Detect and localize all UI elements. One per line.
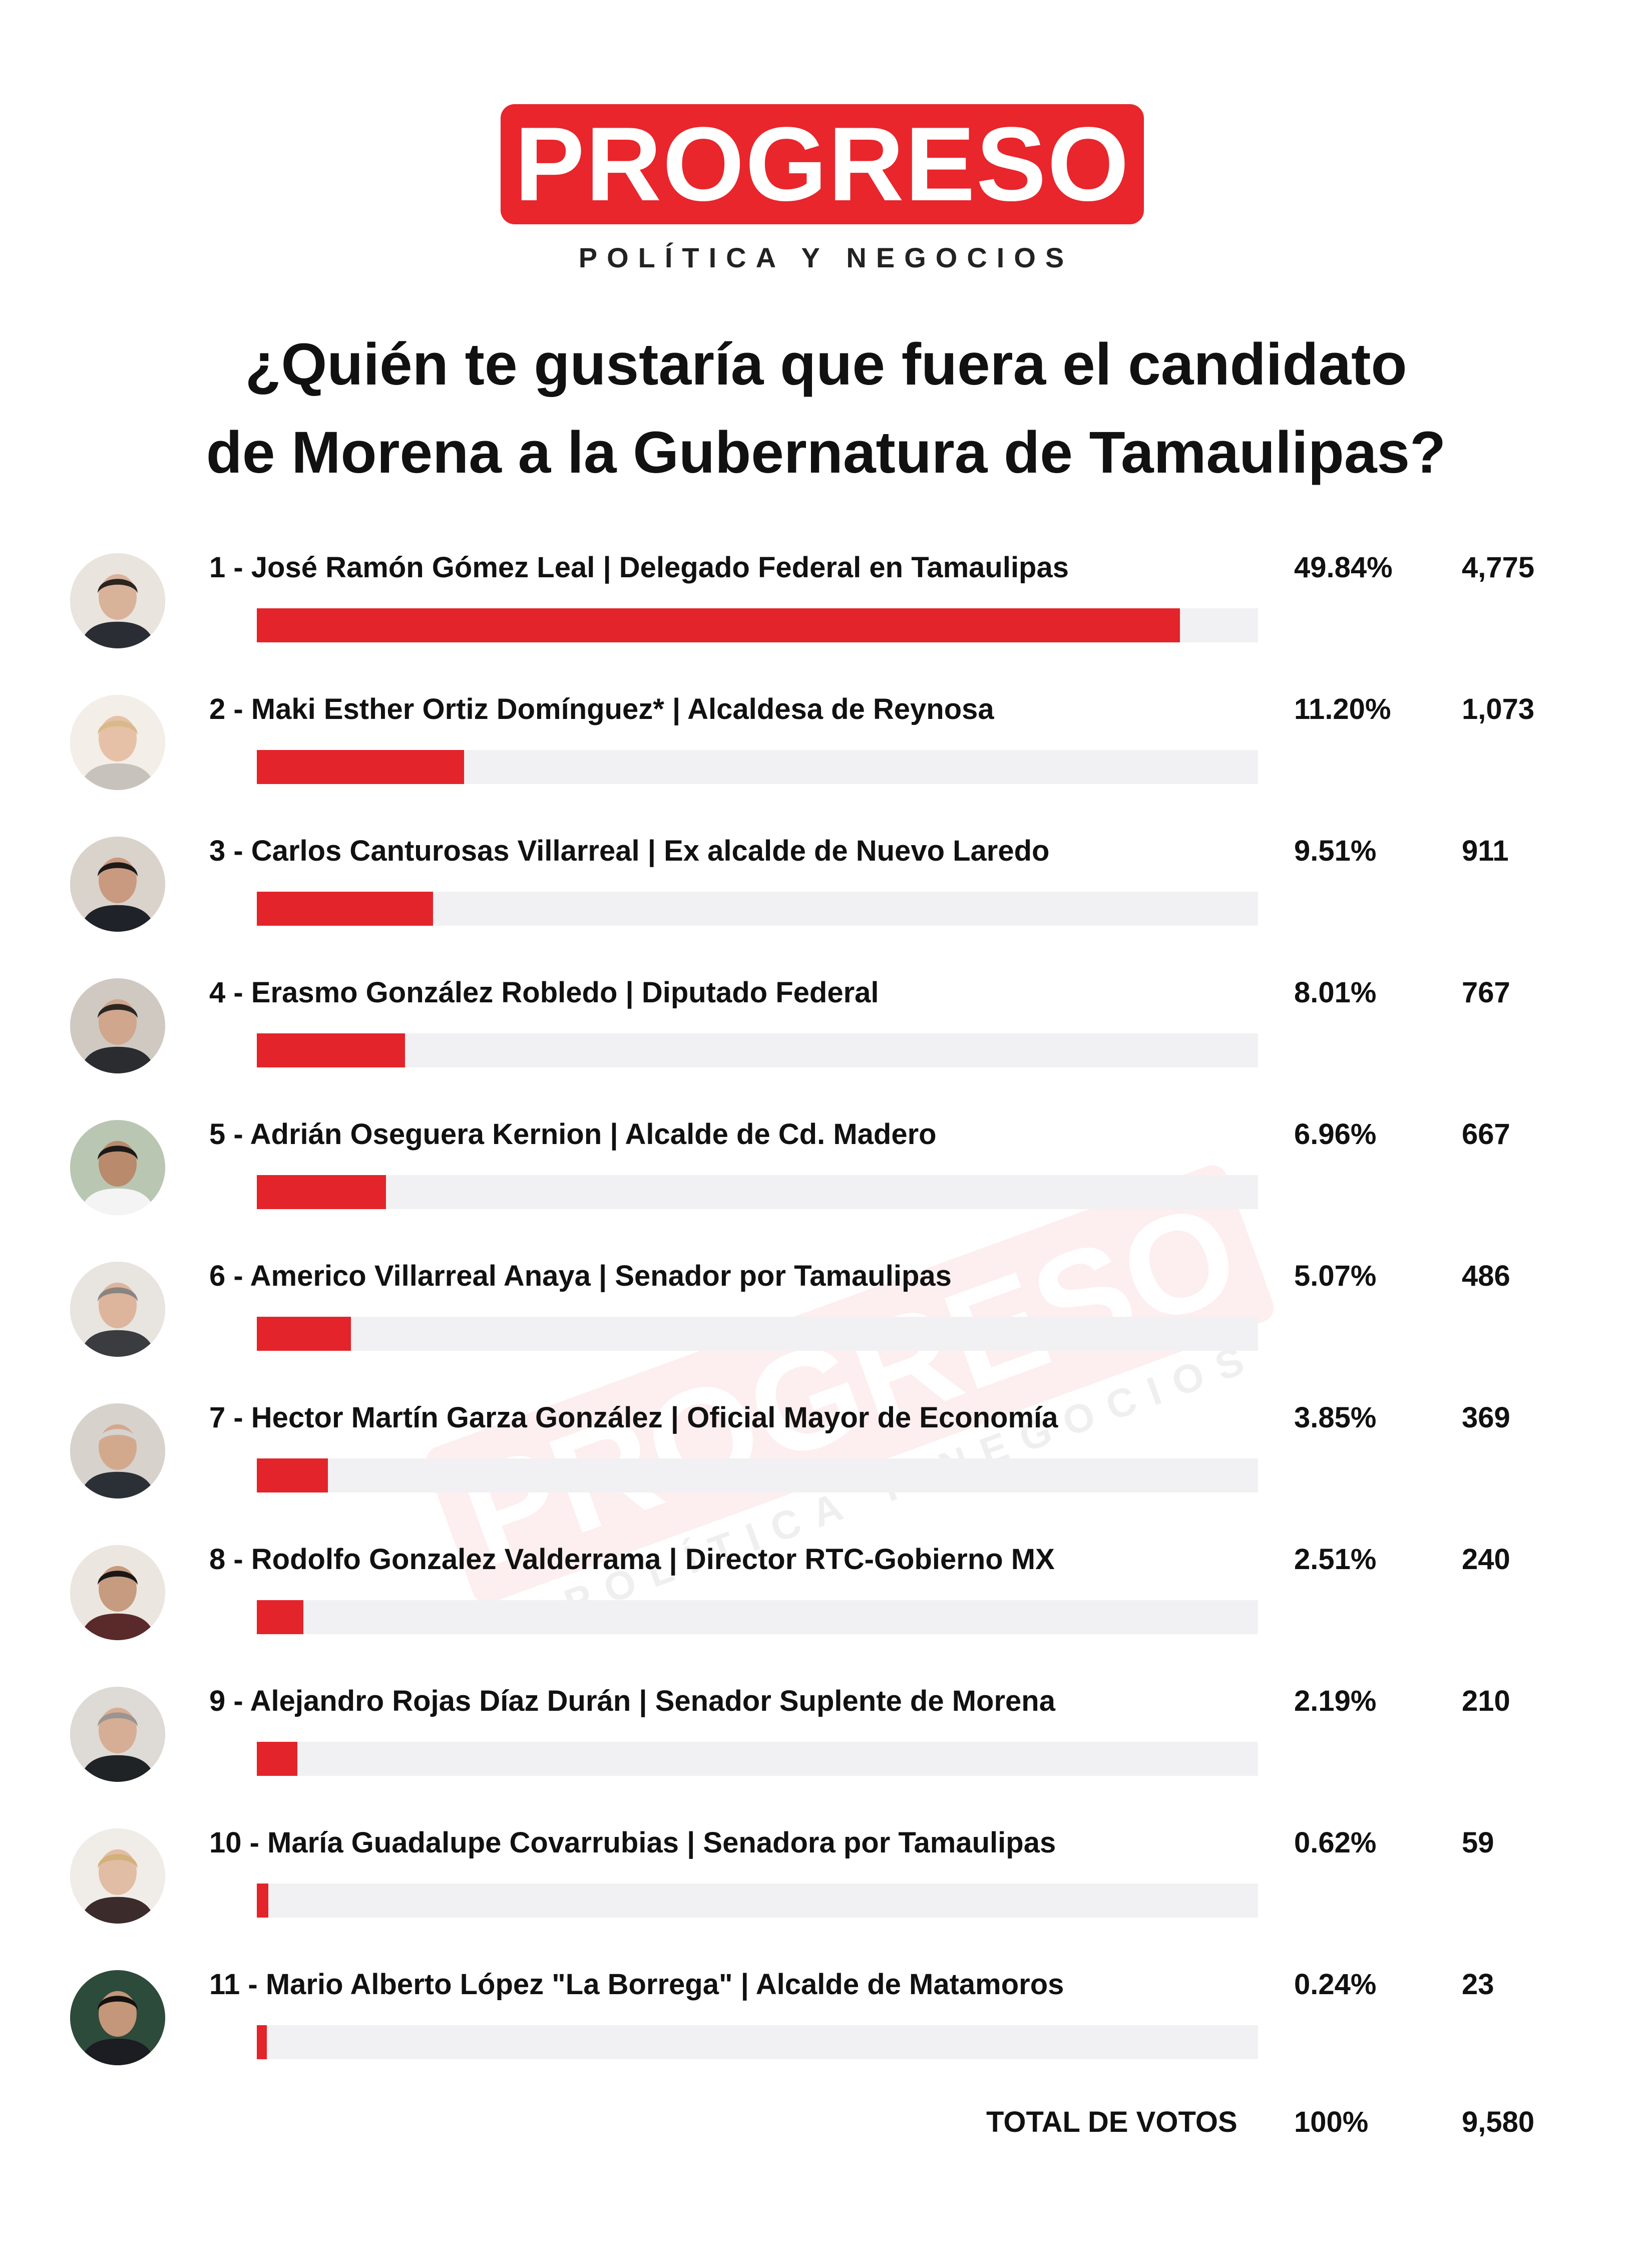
votes-label: 23 [1462, 1968, 1494, 2001]
candidate-label: 8 - Rodolfo Gonzalez Valderrama | Direct… [209, 1543, 1055, 1576]
total-label: TOTAL DE VOTOS [986, 2106, 1237, 2138]
votes-label: 486 [1462, 1260, 1510, 1292]
votes-label: 911 [1462, 835, 1509, 867]
candidate-label: 11 - Mario Alberto López "La Borrega" | … [209, 1968, 1064, 2001]
result-row: 9 - Alejandro Rojas Díaz Durán | Senador… [0, 1672, 1652, 1814]
votes-label: 210 [1462, 1685, 1510, 1717]
bar-fill [257, 1458, 328, 1492]
chart-title-line-2: de Morena a la Gubernatura de Tamaulipas… [206, 420, 1446, 486]
candidate-avatar [70, 1970, 165, 2065]
votes-label: 59 [1462, 1826, 1494, 1859]
candidate-label: 3 - Carlos Canturosas Villarreal | Ex al… [209, 835, 1050, 867]
bar-fill [257, 1033, 405, 1067]
bar-track [257, 2025, 1258, 2059]
bar-track [257, 1600, 1258, 1634]
votes-label: 369 [1462, 1401, 1510, 1434]
chart-title-line-1: ¿Quién te gustaría que fuera el candidat… [245, 331, 1407, 398]
votes-label: 240 [1462, 1543, 1510, 1576]
percent-label: 5.07% [1294, 1260, 1377, 1292]
candidate-avatar [70, 695, 165, 790]
candidate-label: 4 - Erasmo González Robledo | Diputado F… [209, 976, 879, 1009]
candidate-avatar [70, 1262, 165, 1357]
bar-track [257, 892, 1258, 926]
candidate-avatar [70, 1120, 165, 1215]
total-percent: 100% [1294, 2106, 1369, 2138]
candidate-avatar [70, 1545, 165, 1640]
percent-label: 3.85% [1294, 1401, 1377, 1434]
bar-fill [257, 1317, 351, 1351]
bar-fill [257, 892, 433, 926]
total-votes: 9,580 [1462, 2106, 1535, 2138]
candidate-label: 2 - Maki Esther Ortiz Domínguez* | Alcal… [209, 693, 994, 725]
votes-label: 767 [1462, 976, 1510, 1009]
candidate-avatar [70, 1403, 165, 1498]
candidate-label: 1 - José Ramón Gómez Leal | Delegado Fed… [209, 551, 1069, 584]
percent-label: 9.51% [1294, 835, 1377, 867]
percent-label: 11.20% [1294, 693, 1391, 725]
bar-track [257, 1175, 1258, 1209]
votes-label: 667 [1462, 1118, 1510, 1151]
bar-track [257, 1742, 1258, 1776]
result-row: 8 - Rodolfo Gonzalez Valderrama | Direct… [0, 1530, 1652, 1673]
result-row: 3 - Carlos Canturosas Villarreal | Ex al… [0, 822, 1652, 964]
candidate-label: 7 - Hector Martín Garza González | Ofici… [209, 1401, 1058, 1434]
votes-label: 1,073 [1462, 693, 1535, 725]
candidate-label: 5 - Adrián Oseguera Kernion | Alcalde de… [209, 1118, 937, 1151]
result-row: 6 - Americo Villarreal Anaya | Senador p… [0, 1247, 1652, 1389]
brand-logo: PROGRESO [501, 104, 1144, 224]
percent-label: 0.24% [1294, 1968, 1377, 2001]
percent-label: 2.51% [1294, 1543, 1377, 1576]
bar-fill [257, 750, 465, 784]
bar-track [257, 1884, 1258, 1918]
chart-title: ¿Quién te gustaría que fuera el candidat… [0, 320, 1652, 497]
result-row: 7 - Hector Martín Garza González | Ofici… [0, 1388, 1652, 1531]
votes-label: 4,775 [1462, 551, 1535, 584]
percent-label: 6.96% [1294, 1118, 1377, 1151]
result-row: 5 - Adrián Oseguera Kernion | Alcalde de… [0, 1105, 1652, 1248]
bar-fill [257, 1600, 303, 1634]
bar-track [257, 1033, 1258, 1067]
brand-tagline: POLÍTICA Y NEGOCIOS [578, 242, 1074, 273]
bar-track [257, 1458, 1258, 1492]
result-row: 4 - Erasmo González Robledo | Diputado F… [0, 963, 1652, 1106]
percent-label: 8.01% [1294, 976, 1377, 1009]
result-row: 10 - María Guadalupe Covarrubias | Senad… [0, 1813, 1652, 1956]
candidate-label: 6 - Americo Villarreal Anaya | Senador p… [209, 1260, 952, 1292]
bar-fill [257, 1884, 268, 1918]
brand-logo-text: PROGRESO [514, 105, 1130, 223]
result-row: 1 - José Ramón Gómez Leal | Delegado Fed… [0, 538, 1652, 681]
candidate-avatar [70, 1828, 165, 1924]
result-row: 11 - Mario Alberto López "La Borrega" | … [0, 1955, 1652, 2098]
bar-fill [257, 1742, 298, 1776]
candidate-avatar [70, 553, 165, 648]
candidate-label: 10 - María Guadalupe Covarrubias | Senad… [209, 1826, 1056, 1859]
bar-track [257, 750, 1258, 784]
bar-track [257, 608, 1258, 642]
bar-fill [257, 1175, 386, 1209]
candidate-avatar [70, 1687, 165, 1782]
percent-label: 49.84% [1294, 551, 1393, 584]
bar-track [257, 1317, 1258, 1351]
result-row: 2 - Maki Esther Ortiz Domínguez* | Alcal… [0, 680, 1652, 823]
bar-fill [257, 2025, 267, 2059]
percent-label: 0.62% [1294, 1826, 1377, 1859]
percent-label: 2.19% [1294, 1685, 1377, 1717]
candidate-avatar [70, 837, 165, 932]
bar-fill [257, 608, 1180, 642]
candidate-label: 9 - Alejandro Rojas Díaz Durán | Senador… [209, 1685, 1055, 1717]
candidate-avatar [70, 978, 165, 1073]
